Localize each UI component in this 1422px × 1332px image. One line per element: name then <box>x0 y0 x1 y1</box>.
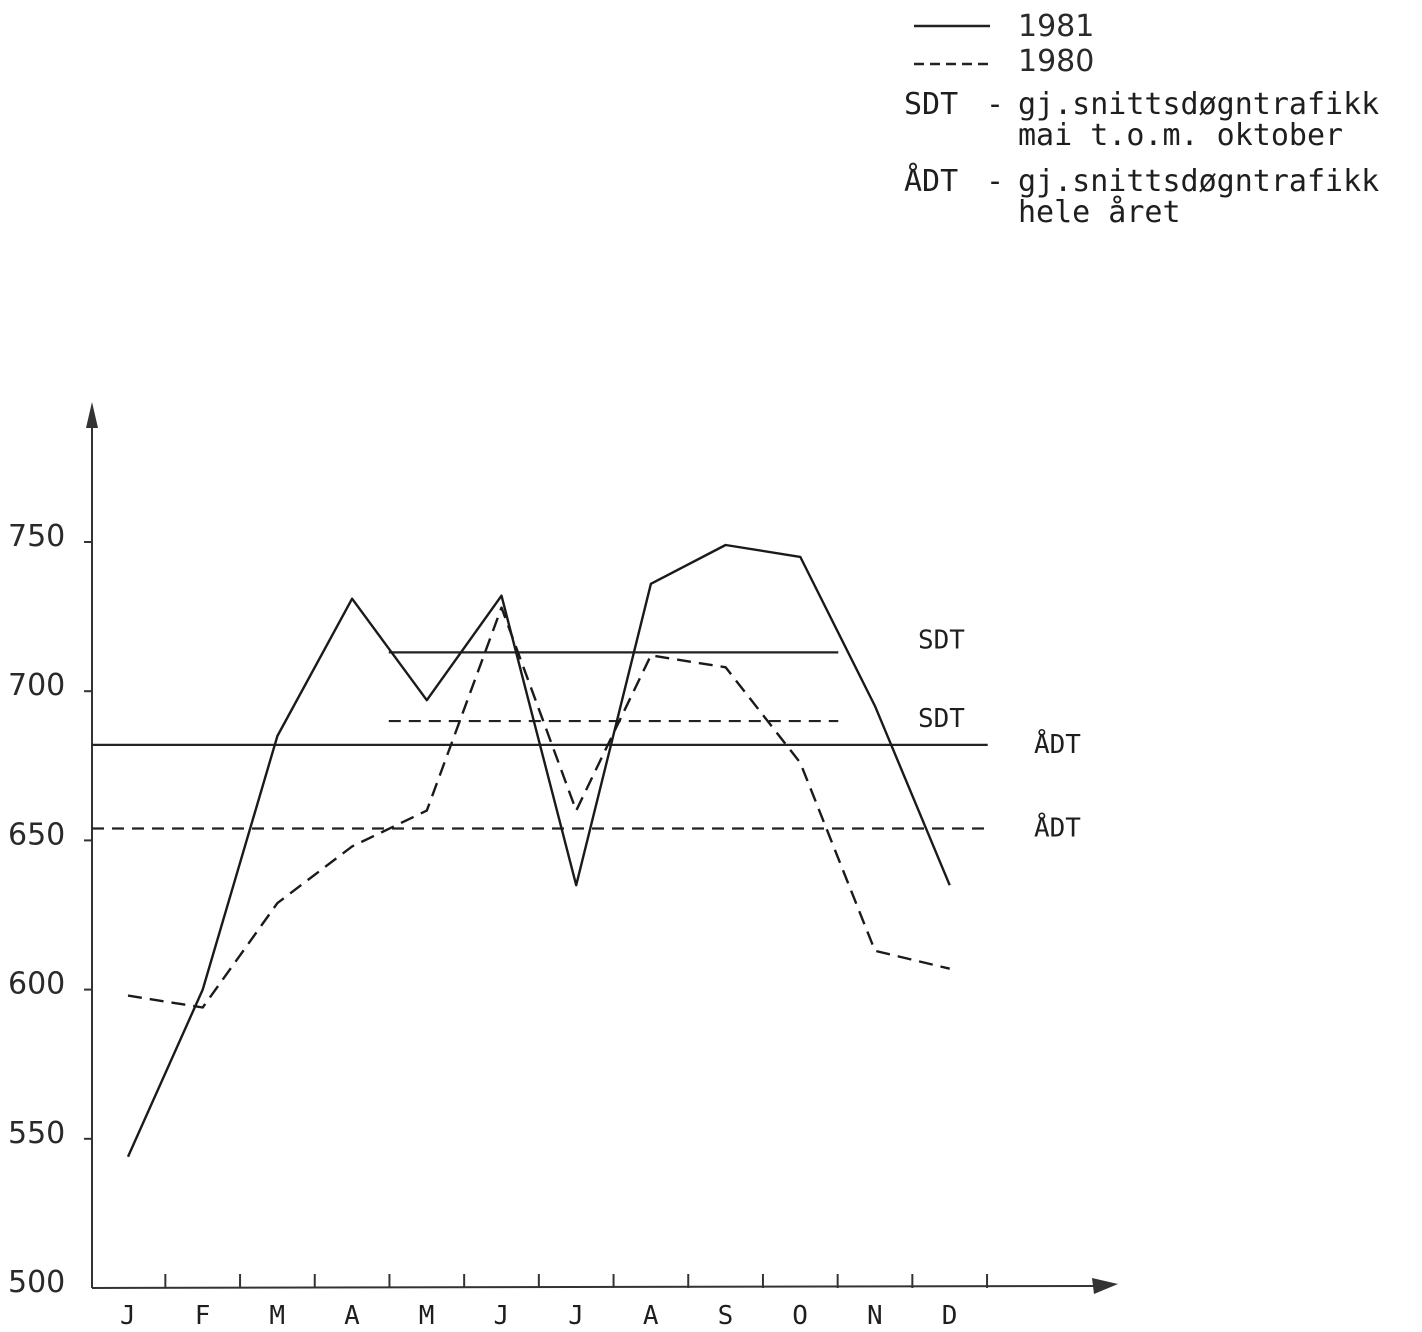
y-axis-arrow <box>86 402 98 428</box>
legend-label-1981: 1981 <box>1018 9 1094 44</box>
legend-adt-line2: hele året <box>1018 195 1181 230</box>
x-tick-label: A <box>643 1301 659 1331</box>
y-tick-label: 600 <box>8 967 65 1002</box>
series-lines <box>126 543 951 1158</box>
x-tick-label: A <box>344 1301 360 1331</box>
y-tick-label: 750 <box>8 519 65 554</box>
legend-adt-line1: gj.snittsdøgntrafikk <box>1018 164 1379 199</box>
y-tick-label: 650 <box>8 817 65 852</box>
reference-label-1980: ÅDT <box>1034 811 1081 843</box>
legend-adt-abbr: ÅDT <box>904 163 958 199</box>
y-tick-label: 700 <box>8 668 65 703</box>
legend-sdt-line1: gj.snittsdøgntrafikk <box>1018 87 1379 122</box>
x-tick-label: S <box>718 1301 734 1331</box>
series-line-1980 <box>127 606 950 1009</box>
y-tick-label: 500 <box>8 1265 65 1300</box>
reference-label-1981: ÅDT <box>1034 728 1081 760</box>
x-tick-label: M <box>269 1301 285 1331</box>
legend-sdt-line2: mai t.o.m. oktober <box>1018 118 1343 153</box>
x-tick-label: M <box>419 1301 435 1331</box>
x-axis <box>91 1285 1101 1289</box>
reference-label-1980: SDT <box>918 704 965 734</box>
series-line-1981 <box>126 543 951 1158</box>
reference-label-1981: SDT <box>918 625 965 655</box>
x-tick-label: J <box>494 1301 510 1331</box>
legend-sdt-dash: - <box>986 87 1004 122</box>
legend-label-1980: 1980 <box>1018 44 1094 79</box>
x-tick-label: D <box>942 1301 958 1331</box>
x-axis-arrow <box>1092 1278 1118 1294</box>
x-tick-label: F <box>195 1301 211 1331</box>
reference-labels: SDT SDT ÅDT ÅDT <box>918 625 1081 843</box>
y-ticks: 500 550 600 650 700 750 <box>8 519 92 1300</box>
x-tick-label: O <box>792 1301 808 1331</box>
x-tick-label: N <box>867 1301 883 1331</box>
legend: 1981 1980 SDT - gj.snittsdøgntrafikk mai… <box>904 9 1379 230</box>
x-tick-label: J <box>120 1301 136 1331</box>
legend-adt-dash: - <box>986 164 1004 199</box>
legend-sdt-abbr: SDT <box>904 87 958 122</box>
y-tick-label: 550 <box>8 1116 65 1151</box>
x-tick-label: J <box>568 1301 584 1331</box>
axes <box>86 402 1118 1294</box>
